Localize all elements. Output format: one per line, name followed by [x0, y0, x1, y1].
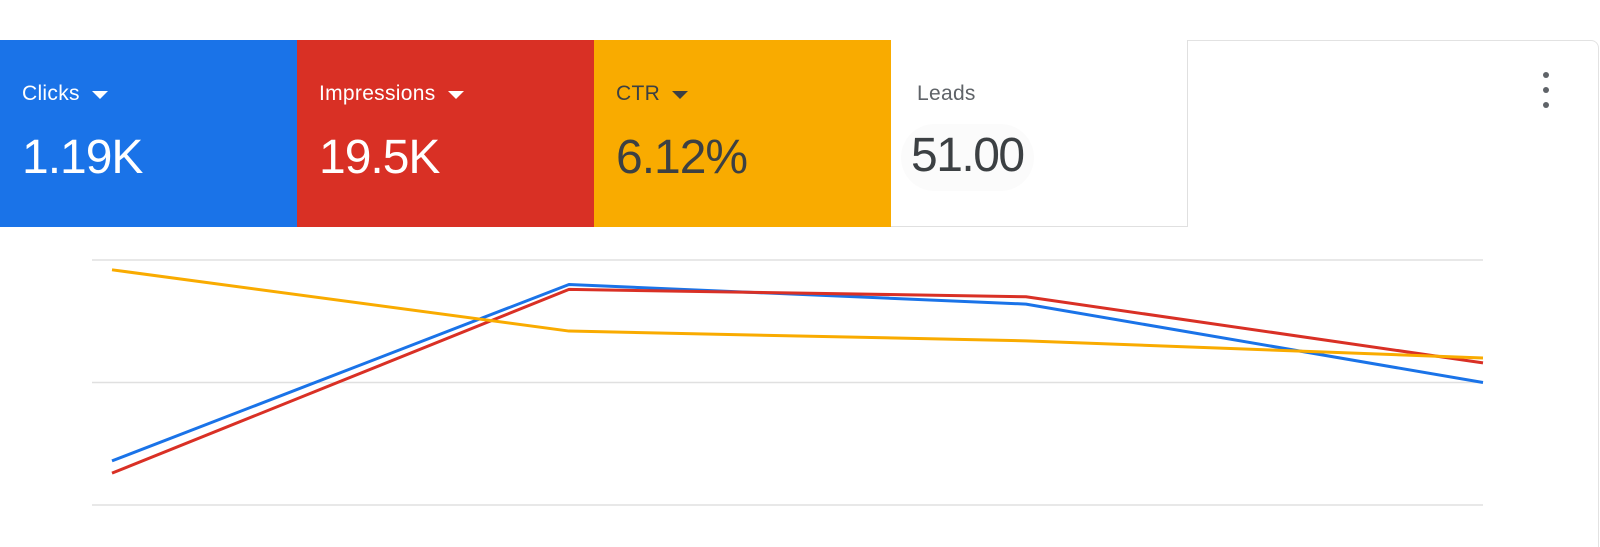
leads-label-row: Leads	[917, 82, 976, 106]
ctr-label: CTR	[616, 82, 661, 105]
dropdown-caret-icon[interactable]	[447, 91, 464, 99]
menu-dot	[1543, 102, 1549, 108]
line-chart	[92, 259, 1484, 506]
impressions-value: 19.5K	[319, 131, 440, 184]
menu-dot	[1543, 72, 1549, 78]
ctr-tile[interactable]: CTR 6.12%	[594, 40, 891, 227]
series-line-0[interactable]	[111, 283, 1484, 463]
impressions-label: Impressions	[319, 82, 436, 105]
more-vert-icon[interactable]	[1536, 72, 1556, 108]
leads-tile[interactable]: Leads 51.00	[891, 40, 1188, 227]
clicks-label-row[interactable]: Clicks	[22, 82, 108, 106]
metric-tiles: Clicks 1.19K Impressions 19.5K CTR 6.12%…	[0, 40, 1188, 227]
series-line-1[interactable]	[111, 287, 1484, 475]
leads-value: 51.00	[901, 124, 1034, 191]
ctr-label-row[interactable]: CTR	[616, 82, 689, 106]
ctr-value: 6.12%	[616, 131, 748, 184]
series-line-2[interactable]	[111, 268, 1484, 360]
dropdown-caret-icon[interactable]	[91, 91, 108, 99]
leads-label: Leads	[917, 82, 976, 105]
clicks-tile[interactable]: Clicks 1.19K	[0, 40, 297, 227]
clicks-value: 1.19K	[22, 131, 143, 184]
dropdown-caret-icon[interactable]	[672, 91, 689, 99]
clicks-label: Clicks	[22, 82, 80, 105]
menu-dot	[1543, 87, 1549, 93]
impressions-tile[interactable]: Impressions 19.5K	[297, 40, 594, 227]
impressions-label-row[interactable]: Impressions	[319, 82, 464, 106]
